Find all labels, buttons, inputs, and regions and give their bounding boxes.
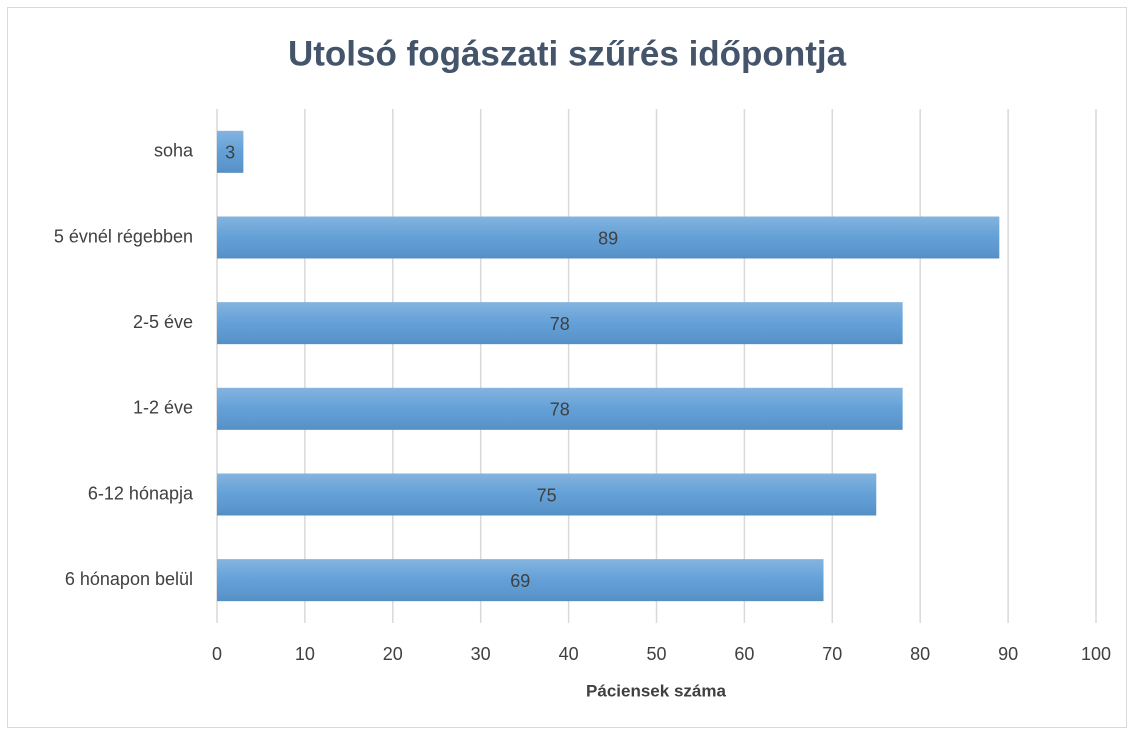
x-tick-label: 40 bbox=[559, 644, 579, 664]
chart-title: Utolsó fogászati szűrés időpontja bbox=[288, 34, 847, 73]
bar-shine bbox=[217, 559, 824, 602]
x-tick-label: 80 bbox=[910, 644, 930, 664]
data-label: 75 bbox=[537, 485, 557, 505]
y-tick-label: 6-12 hónapja bbox=[88, 483, 194, 503]
y-tick-label: 1-2 éve bbox=[133, 398, 193, 418]
bar-shine bbox=[217, 216, 1000, 259]
y-tick-label: 2-5 éve bbox=[133, 312, 193, 332]
data-label: 78 bbox=[550, 314, 570, 334]
data-label: 89 bbox=[598, 228, 618, 248]
x-tick-label: 70 bbox=[822, 644, 842, 664]
x-tick-label: 20 bbox=[383, 644, 403, 664]
bar-shine bbox=[217, 387, 903, 430]
x-tick-label: 10 bbox=[295, 644, 315, 664]
x-tick-label: 30 bbox=[471, 644, 491, 664]
y-tick-label: 6 hónapon belül bbox=[65, 569, 193, 589]
x-axis-title: Páciensek száma bbox=[586, 681, 726, 700]
y-tick-label: soha bbox=[154, 141, 194, 161]
x-tick-label: 100 bbox=[1081, 644, 1111, 664]
x-tick-label: 50 bbox=[646, 644, 666, 664]
x-tick-label: 90 bbox=[998, 644, 1018, 664]
x-tick-label: 0 bbox=[212, 644, 222, 664]
data-label: 78 bbox=[550, 400, 570, 420]
chart-border bbox=[7, 7, 1127, 728]
x-tick-label: 60 bbox=[734, 644, 754, 664]
data-label: 3 bbox=[225, 143, 235, 163]
bar-shine bbox=[217, 473, 877, 516]
bar-shine bbox=[217, 302, 903, 345]
bar-shine bbox=[217, 130, 244, 173]
data-label: 69 bbox=[510, 571, 530, 591]
y-tick-label: 5 évnél régebben bbox=[54, 226, 193, 246]
